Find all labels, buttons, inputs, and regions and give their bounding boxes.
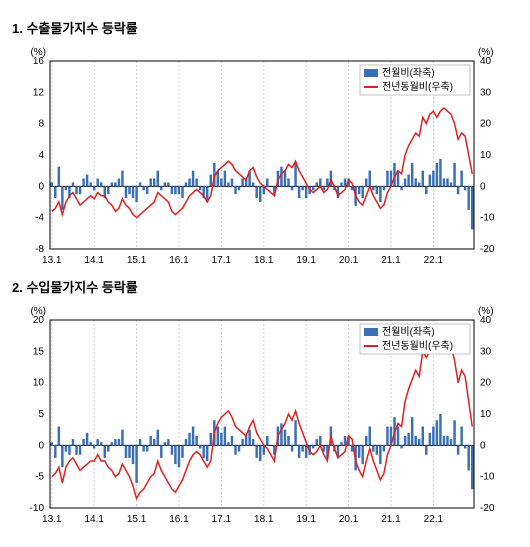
svg-text:전월비(좌축): 전월비(좌축): [382, 326, 435, 338]
svg-text:14.1: 14.1: [84, 255, 104, 266]
svg-text:4: 4: [38, 150, 44, 161]
svg-text:20.1: 20.1: [339, 514, 359, 525]
svg-text:(%): (%): [478, 306, 494, 317]
svg-text:21.1: 21.1: [381, 255, 401, 266]
svg-text:(%): (%): [30, 306, 46, 317]
svg-text:-5: -5: [35, 472, 44, 483]
svg-text:22.1: 22.1: [424, 514, 444, 525]
svg-text:-8: -8: [35, 244, 44, 255]
svg-text:17.1: 17.1: [212, 514, 232, 525]
svg-text:20.1: 20.1: [339, 255, 359, 266]
svg-text:15: 15: [33, 346, 45, 357]
svg-text:21.1: 21.1: [381, 514, 401, 525]
svg-text:15.1: 15.1: [127, 255, 147, 266]
svg-text:-20: -20: [480, 503, 495, 514]
svg-text:0: 0: [480, 440, 486, 451]
svg-text:20: 20: [480, 119, 492, 130]
svg-text:전년동월비(우축): 전년동월비(우축): [382, 81, 453, 93]
svg-text:17.1: 17.1: [212, 255, 232, 266]
svg-text:30: 30: [480, 87, 492, 98]
chart2-section: 2. 수입물가지수 등락률 -10-505101520-20-100102030…: [12, 277, 518, 530]
svg-text:-10: -10: [30, 503, 45, 514]
svg-text:5: 5: [38, 409, 44, 420]
svg-text:13.1: 13.1: [42, 255, 62, 266]
svg-text:10: 10: [33, 378, 45, 389]
svg-text:19.1: 19.1: [296, 514, 316, 525]
svg-text:전년동월비(우축): 전년동월비(우축): [382, 340, 453, 352]
svg-text:16.1: 16.1: [169, 255, 189, 266]
chart2-svg: -10-505101520-20-10010203040(%)(%)13.114…: [12, 300, 512, 530]
svg-text:20: 20: [480, 378, 492, 389]
svg-text:0: 0: [480, 181, 486, 192]
chart2-title: 2. 수입물가지수 등락률: [12, 277, 518, 296]
svg-text:-4: -4: [35, 213, 44, 224]
svg-text:전월비(좌축): 전월비(좌축): [382, 67, 435, 79]
svg-text:10: 10: [480, 150, 492, 161]
svg-text:18.1: 18.1: [254, 514, 274, 525]
svg-text:14.1: 14.1: [84, 514, 104, 525]
svg-text:13.1: 13.1: [42, 514, 62, 525]
svg-text:19.1: 19.1: [296, 255, 316, 266]
svg-text:12: 12: [33, 87, 45, 98]
svg-text:-20: -20: [480, 244, 495, 255]
svg-text:8: 8: [38, 119, 44, 130]
chart1-section: 1. 수출물가지수 등락률 -8-40481216-20-10010203040…: [12, 18, 518, 271]
svg-text:0: 0: [38, 181, 44, 192]
svg-text:-10: -10: [480, 472, 495, 483]
svg-text:18.1: 18.1: [254, 255, 274, 266]
svg-text:15.1: 15.1: [127, 514, 147, 525]
svg-text:-10: -10: [480, 213, 495, 224]
svg-text:22.1: 22.1: [424, 255, 444, 266]
svg-text:(%): (%): [30, 47, 46, 58]
svg-text:0: 0: [38, 440, 44, 451]
chart2-container: -10-505101520-20-10010203040(%)(%)13.114…: [12, 300, 512, 530]
svg-text:10: 10: [480, 409, 492, 420]
chart1-svg: -8-40481216-20-10010203040(%)(%)13.114.1…: [12, 41, 512, 271]
svg-text:30: 30: [480, 346, 492, 357]
chart1-container: -8-40481216-20-10010203040(%)(%)13.114.1…: [12, 41, 512, 271]
chart1-title: 1. 수출물가지수 등락률: [12, 18, 518, 37]
svg-text:16.1: 16.1: [169, 514, 189, 525]
svg-text:(%): (%): [478, 47, 494, 58]
